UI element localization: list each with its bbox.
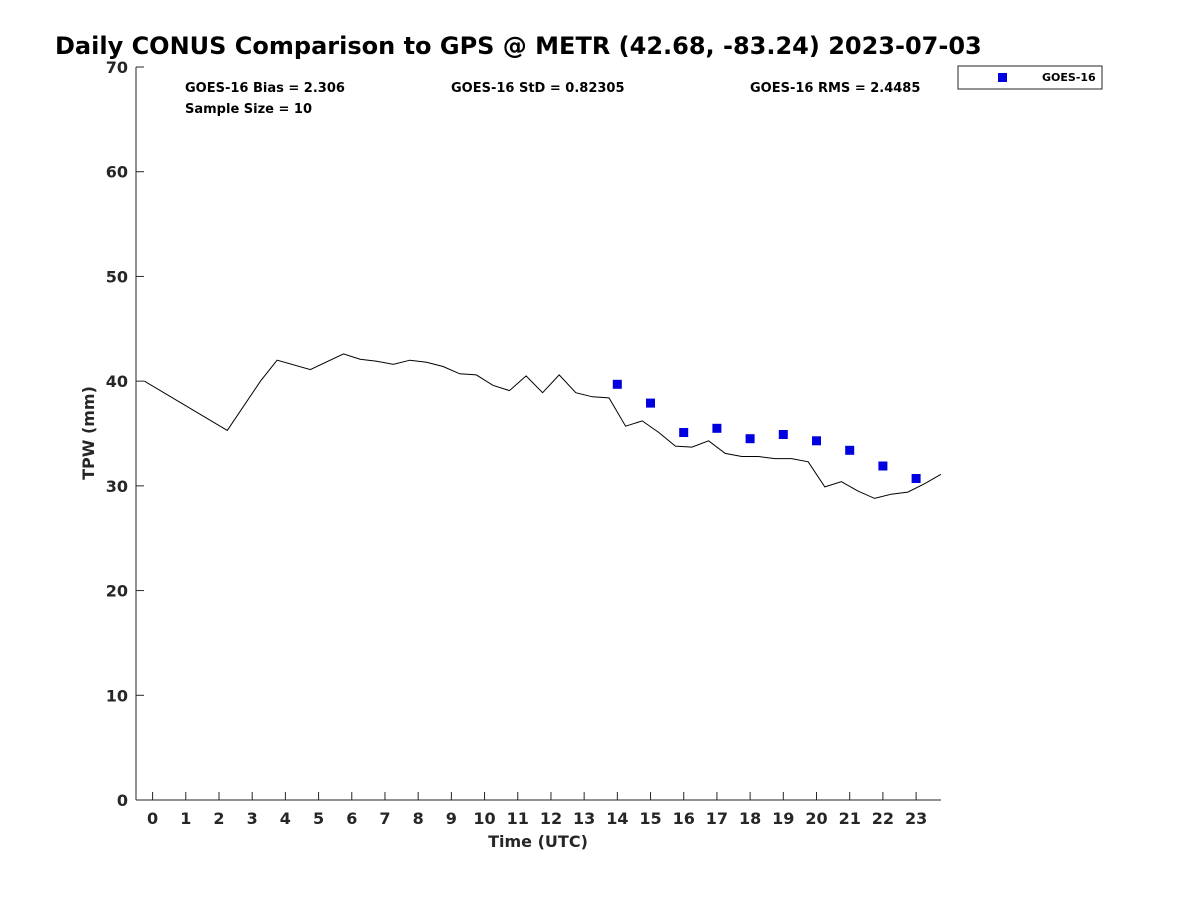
y-tick-label: 50 [106,267,128,286]
x-tick-label: 16 [673,809,695,828]
y-tick-label: 70 [106,58,128,77]
goes-16-point [812,436,821,446]
x-tick-label: 23 [905,809,927,828]
y-tick-label: 0 [117,791,128,810]
x-tick-label: 19 [772,809,794,828]
legend-marker [998,73,1007,82]
x-tick-label: 22 [872,809,894,828]
x-tick-label: 15 [639,809,661,828]
stat-bias: GOES-16 Bias = 2.306 [185,81,345,96]
chart-title: Daily CONUS Comparison to GPS @ METR (42… [55,32,982,60]
goes-16-series-markers [612,379,921,483]
x-tick-label: 10 [473,809,495,828]
x-axis-label: Time (UTC) [488,832,588,851]
y-tick-label: 60 [106,163,128,182]
stat-std: GOES-16 StD = 0.82305 [451,81,625,96]
x-tick-label: 3 [247,809,258,828]
x-tick-label: 12 [540,809,562,828]
x-tick-label: 7 [379,809,390,828]
y-tick-label: 20 [106,582,128,601]
y-axis-ticks: 0 10 20 30 40 50 60 70 [106,58,144,810]
x-tick-label: 14 [606,809,628,828]
goes-16-point [712,423,722,433]
plot-area [135,67,941,801]
x-tick-label: 11 [507,809,529,828]
goes-16-point [911,474,921,483]
x-tick-label: 0 [147,809,158,828]
legend-label-goes-16: GOES-16 [1042,71,1096,84]
stat-sample-size: Sample Size = 10 [185,102,312,117]
x-tick-label: 9 [446,809,457,828]
x-tick-label: 21 [839,809,861,828]
goes-16-point [612,379,622,389]
y-tick-label: 10 [106,686,128,705]
x-tick-label: 8 [413,809,424,828]
goes-16-point [778,430,788,439]
x-tick-label: 20 [805,809,827,828]
goes-16-point [878,461,888,471]
x-tick-label: 17 [706,809,728,828]
legend: GOES-16 [957,65,1103,90]
x-tick-label: 13 [573,809,595,828]
goes-16-point [845,445,855,455]
x-axis-ticks: 0 1 2 3 4 5 6 7 8 9 10 11 12 13 14 15 16 17 18 19 20 21 22 23 [147,792,927,828]
x-tick-label: 4 [280,809,291,828]
gps-series-line [144,353,942,499]
goes-16-point [646,398,655,408]
goes-16-point [679,428,689,437]
x-tick-label: 1 [180,809,191,828]
y-axis-label: TPW (mm) [79,386,98,480]
x-tick-label: 5 [313,809,324,828]
x-tick-label: 6 [346,809,357,828]
stat-rms: GOES-16 RMS = 2.4485 [750,81,920,96]
y-tick-label: 30 [106,477,128,496]
y-tick-label: 40 [106,372,128,391]
x-tick-label: 2 [213,809,224,828]
legend-box [957,65,1103,90]
goes-16-point [745,434,755,444]
x-tick-label: 18 [739,809,761,828]
